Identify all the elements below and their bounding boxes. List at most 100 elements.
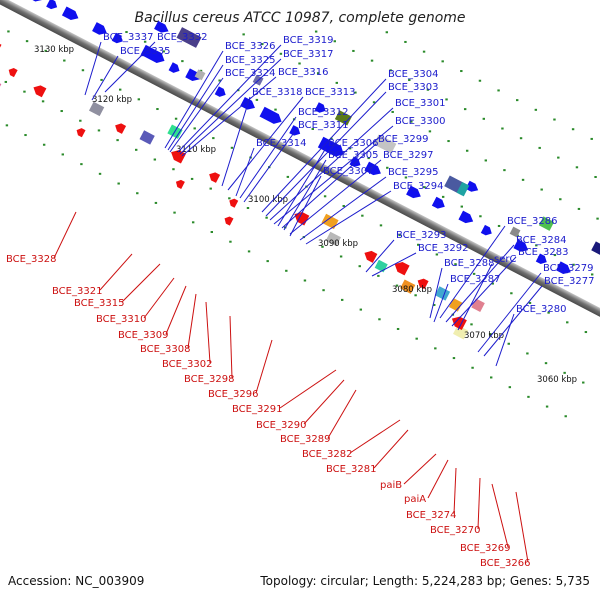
- reverse-gene-arrow: [294, 212, 310, 226]
- reverse-gene-arrow: [8, 68, 18, 78]
- reverse-gene-label: BCE_3296: [208, 389, 258, 400]
- map-title: Bacillus cereus ATCC 10987, complete gen…: [134, 10, 465, 26]
- track-dot: [247, 250, 251, 253]
- track-dot: [385, 31, 389, 34]
- track-dot: [333, 40, 336, 43]
- track-dot: [408, 79, 411, 82]
- leader-line: [99, 253, 133, 291]
- forward-gene-arrow: [513, 239, 529, 252]
- track-dot: [559, 198, 562, 201]
- track-dot: [386, 166, 389, 169]
- leader-line: [349, 419, 401, 454]
- feature-box: [448, 298, 463, 312]
- track-dot: [42, 143, 46, 146]
- track-dot: [482, 117, 485, 120]
- reverse-gene-label: BCE_3309: [118, 330, 168, 341]
- track-dot: [435, 253, 439, 256]
- track-dot: [367, 157, 370, 160]
- leader-line: [273, 125, 394, 225]
- forward-gene-label: BCE_3301: [395, 98, 445, 109]
- leader-line: [143, 277, 175, 319]
- forward-gene-arrow: [259, 106, 282, 124]
- track-dot: [285, 269, 288, 272]
- track-dot: [322, 289, 325, 292]
- track-dot: [279, 52, 283, 55]
- reverse-gene-arrow: [115, 123, 127, 134]
- reverse-gene-label: BCE_3315: [74, 298, 124, 309]
- leader-line: [239, 116, 297, 199]
- forward-gene-arrow: [556, 261, 571, 274]
- leader-line: [283, 159, 327, 231]
- leader-line: [371, 252, 417, 277]
- track-dot: [519, 137, 523, 140]
- forward-gene-label: BCE_3307: [323, 166, 373, 177]
- accession-text: Accession: NC_003909: [8, 574, 145, 588]
- position-label: 3100 kbp: [248, 195, 288, 205]
- reverse-gene-label: BCE_3274: [406, 510, 456, 521]
- track-dot: [137, 98, 141, 101]
- track-dot: [553, 254, 557, 257]
- track-dot: [460, 70, 463, 73]
- forward-gene-arrow: [289, 125, 301, 136]
- forward-gene-arrow: [480, 224, 492, 236]
- reverse-gene-label: BCE_3269: [460, 543, 510, 554]
- track-dot: [389, 69, 392, 72]
- leader-line: [261, 78, 387, 213]
- track-dot: [255, 98, 259, 101]
- track-dot: [323, 195, 327, 198]
- leader-line: [433, 283, 449, 323]
- feature-box: [591, 241, 600, 256]
- track-dot: [210, 231, 213, 234]
- gene-labels: BCE_3337 BCE_3332 BCE_3335 BCE_3326 BCE_3319…: [6, 32, 594, 569]
- track-dot: [212, 137, 215, 140]
- track-dot: [261, 43, 264, 46]
- track-dot: [544, 362, 548, 365]
- forward-gene-label: BCE_3319: [283, 35, 333, 46]
- forward-gene-label: BCE_3332: [157, 32, 207, 43]
- track-dot: [478, 79, 482, 82]
- leader-line: [255, 339, 273, 394]
- reverse-gene-label: BCE_3302: [162, 359, 212, 370]
- leader-line: [365, 239, 395, 273]
- track-dot: [434, 347, 437, 350]
- track-dot: [340, 298, 344, 301]
- forward-gene-label: BCE_3283: [518, 247, 568, 258]
- forward-gene-label: BCE_3279: [543, 263, 593, 274]
- leader-line: [177, 44, 282, 153]
- track-dot: [153, 158, 157, 161]
- leader-line: [289, 175, 322, 237]
- track-dot: [173, 211, 176, 214]
- reverse-gene-arrow: [0, 41, 2, 54]
- forward-gene-arrow: [458, 210, 474, 224]
- feature-box: [88, 101, 105, 117]
- track-dot: [191, 221, 195, 224]
- track-dot: [395, 284, 399, 287]
- leader-line: [104, 41, 156, 93]
- track-dot: [594, 175, 597, 178]
- position-label: 3070 kbp: [464, 331, 504, 341]
- track-dot: [79, 119, 82, 122]
- position-label: 3060 kbp: [537, 375, 577, 385]
- track-dot: [423, 186, 426, 189]
- reverse-gene-arrow: [76, 128, 86, 138]
- leader-line: [169, 77, 224, 153]
- forward-gene-arrow: [61, 6, 79, 20]
- forward-gene-label: BCE_3297: [383, 150, 433, 161]
- track-dot: [118, 88, 122, 91]
- reverse-gene-arrow: [33, 85, 47, 98]
- forward-gene-label: BCE_3316: [278, 67, 328, 78]
- track-dot: [510, 292, 513, 295]
- track-dot: [545, 405, 549, 408]
- forward-gene-arrow: [314, 102, 326, 113]
- track-dot: [41, 100, 45, 103]
- track-dot: [172, 168, 175, 171]
- leader-line: [299, 176, 387, 241]
- track-dot: [414, 294, 417, 297]
- track-dot: [5, 124, 9, 127]
- reverse-gene-arrow: [364, 250, 378, 263]
- track-dot: [503, 169, 506, 172]
- reverse-gene-label: BCE_3291: [232, 404, 282, 415]
- track-dot: [117, 182, 120, 185]
- leader-line: [181, 76, 277, 157]
